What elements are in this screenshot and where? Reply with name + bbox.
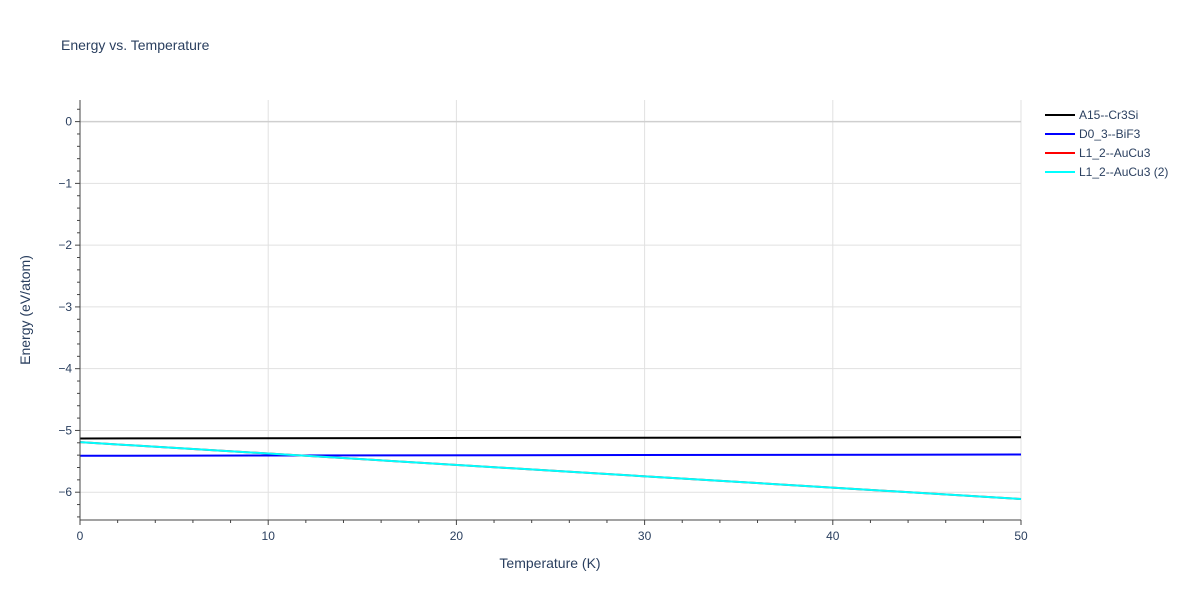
y-tick-label: −2 [58,238,72,252]
y-axis-title: Energy (eV/atom) [17,255,33,365]
series-line-0 [79,436,1022,440]
y-tick-label: 0 [65,115,72,129]
legend-label: L1_2--AuCu3 [1079,146,1151,160]
y-tick-label: −1 [58,176,72,190]
x-tick-label: 30 [638,529,652,543]
x-axis-title: Temperature (K) [499,555,600,571]
x-tick-label: 20 [450,529,464,543]
legend-label: L1_2--AuCu3 (2) [1079,165,1168,179]
x-tick-label: 50 [1014,529,1028,543]
series-line-1 [79,453,1022,457]
legend-label: A15--Cr3Si [1079,108,1138,122]
legend-item[interactable]: L1_2--AuCu3 (2) [1045,165,1168,179]
x-tick-label: 0 [77,529,84,543]
x-tick-label: 10 [262,529,276,543]
axes: 0 10 20 30 40 50 0 −1 −2 −3 −4 −5 −6 [58,100,1028,543]
series-line-3 [79,441,1022,500]
y-tick-label: −3 [58,300,72,314]
y-tick-label: −6 [58,485,72,499]
series-lines [79,436,1022,500]
legend-item[interactable]: A15--Cr3Si [1045,108,1138,122]
grid-lines [80,100,1022,520]
legend-label: D0_3--BiF3 [1079,127,1141,141]
chart-title: Energy vs. Temperature [61,37,210,53]
x-tick-label: 40 [826,529,840,543]
legend-item[interactable]: D0_3--BiF3 [1045,127,1141,141]
legend[interactable]: A15--Cr3Si D0_3--BiF3 L1_2--AuCu3 L1_2--AuC… [1045,108,1168,179]
y-tick-label: −4 [58,362,72,376]
legend-item[interactable]: L1_2--AuCu3 [1045,146,1151,160]
y-tick-label: −5 [58,423,72,437]
